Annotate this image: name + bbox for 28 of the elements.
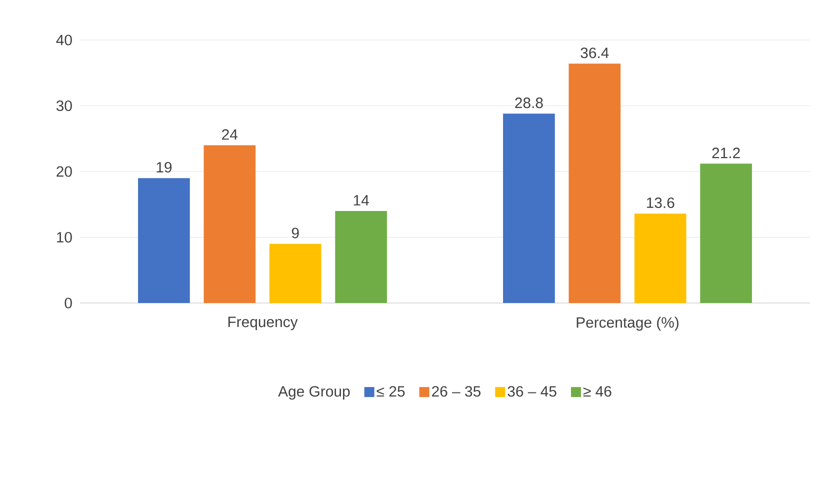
- legend-label: 26 – 35: [432, 386, 480, 397]
- bar: [634, 214, 686, 303]
- y-tick-label: 20: [56, 166, 72, 177]
- data-label: 14: [354, 195, 369, 206]
- bar: [204, 145, 256, 303]
- data-label: 36.4: [580, 48, 609, 58]
- y-tick-label: 0: [64, 298, 72, 308]
- data-label: 13.6: [646, 197, 674, 208]
- y-tick-label: 10: [57, 232, 72, 243]
- y-tick-label: 30: [56, 100, 72, 112]
- data-label: 21.2: [712, 148, 740, 158]
- x-tick-label: Percentage (%): [576, 316, 678, 331]
- data-label: 24: [222, 129, 238, 140]
- data-label: 19: [156, 162, 172, 173]
- bar: [138, 178, 190, 303]
- data-label: 9: [292, 228, 299, 238]
- bar: [568, 64, 621, 303]
- legend-label: 36 – 45: [508, 386, 556, 397]
- bar: [335, 210, 387, 303]
- bar: [503, 114, 555, 303]
- bar: [269, 244, 322, 303]
- legend-title: Age Group: [278, 386, 350, 400]
- legend-label: ≥ 46: [583, 386, 612, 397]
- data-label: 28.8: [515, 98, 543, 108]
- bar: [700, 164, 752, 303]
- y-tick-label: 40: [56, 34, 72, 46]
- x-tick-label: Frequency: [228, 316, 298, 330]
- legend-label: ≤ 25: [376, 386, 405, 397]
